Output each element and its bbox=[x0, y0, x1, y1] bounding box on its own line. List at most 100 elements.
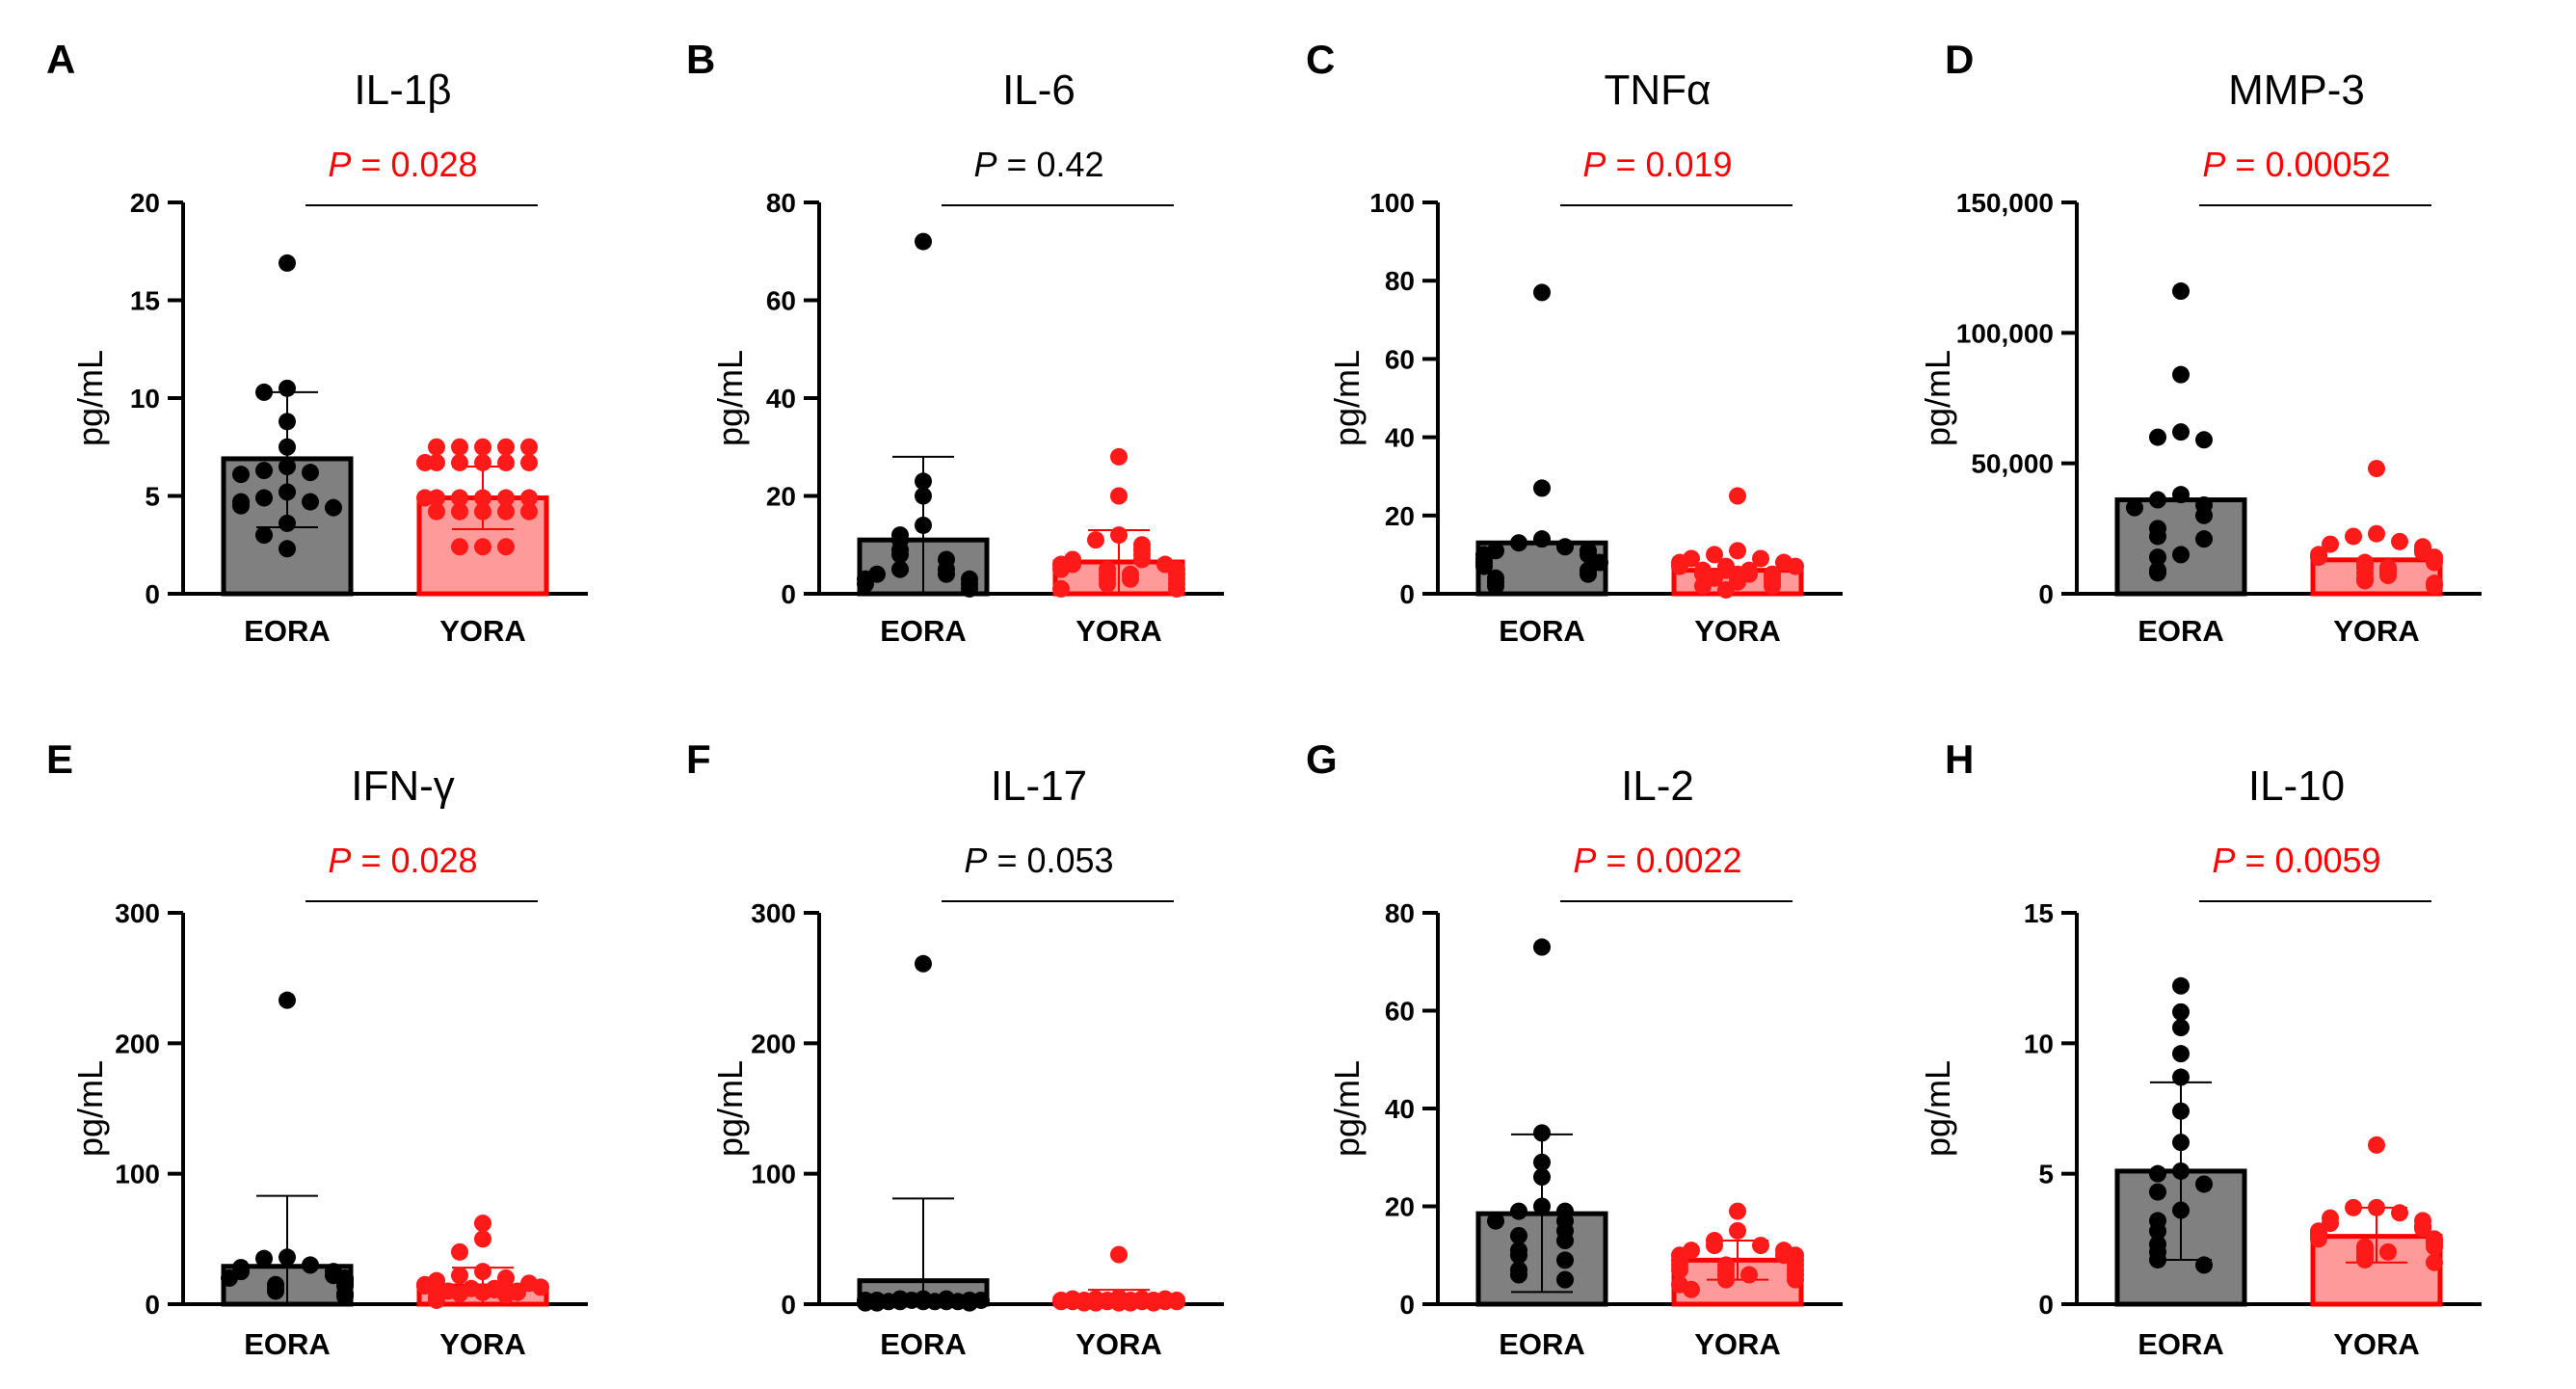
p-value-text: = 0.019 bbox=[1606, 145, 1732, 184]
data-point-yora bbox=[2310, 548, 2327, 567]
data-point-eora bbox=[2172, 1134, 2190, 1152]
data-point-yora bbox=[1717, 580, 1735, 599]
data-point-eora bbox=[255, 1249, 273, 1268]
y-tick-label: 0 bbox=[2038, 1290, 2054, 1320]
data-point-eora bbox=[232, 466, 250, 484]
data-point-eora bbox=[221, 1269, 238, 1287]
data-point-yora bbox=[520, 502, 538, 521]
y-tick-label: 0 bbox=[145, 579, 160, 609]
data-point-yora bbox=[2414, 1219, 2431, 1238]
data-point-yora bbox=[428, 1291, 445, 1309]
data-point-eora bbox=[279, 458, 296, 476]
p-symbol: P bbox=[328, 145, 351, 184]
data-point-eora bbox=[2172, 1068, 2190, 1086]
data-point-yora bbox=[1671, 557, 1688, 575]
data-point-yora bbox=[1706, 1237, 1723, 1255]
p-symbol: P bbox=[1573, 841, 1596, 880]
panel-letter: H bbox=[1945, 736, 1974, 782]
y-tick-label: 20 bbox=[766, 482, 796, 512]
data-point-eora bbox=[1580, 565, 1597, 583]
data-point-yora bbox=[2345, 527, 2362, 546]
data-point-eora bbox=[279, 540, 296, 558]
data-point-yora bbox=[1764, 576, 1781, 595]
data-point-eora bbox=[2149, 548, 2166, 567]
data-point-yora bbox=[451, 1242, 468, 1261]
p-value-label: P = 0.028 bbox=[328, 841, 477, 880]
p-value-label: P = 0.0022 bbox=[1573, 841, 1741, 880]
data-point-eora bbox=[302, 1256, 319, 1274]
data-point-eora bbox=[915, 516, 932, 534]
data-point-yora bbox=[474, 538, 491, 556]
data-point-eora bbox=[2195, 1256, 2213, 1274]
data-point-eora bbox=[1556, 1270, 1574, 1289]
data-point-eora bbox=[857, 1294, 874, 1312]
data-point-eora bbox=[1510, 534, 1527, 552]
data-point-yora bbox=[1717, 1270, 1735, 1289]
data-point-eora bbox=[255, 526, 273, 545]
y-tick-label: 60 bbox=[1385, 344, 1415, 374]
y-axis-label: pg/mL bbox=[710, 1060, 750, 1157]
data-point-yora bbox=[451, 1267, 468, 1285]
y-axis-label: pg/mL bbox=[710, 350, 750, 446]
data-point-yora bbox=[497, 502, 515, 521]
data-point-yora bbox=[474, 1215, 491, 1233]
data-point-eora bbox=[255, 462, 273, 480]
data-point-yora bbox=[451, 438, 468, 456]
data-point-eora bbox=[1533, 530, 1551, 548]
data-point-yora bbox=[1740, 1266, 1758, 1284]
data-point-eora bbox=[2126, 498, 2143, 517]
y-axis-label: pg/mL bbox=[1327, 350, 1367, 446]
bar-yora bbox=[2310, 557, 2443, 597]
p-symbol: P bbox=[2202, 145, 2225, 184]
data-point-eora bbox=[2172, 546, 2190, 564]
data-point-eora bbox=[1510, 1202, 1527, 1220]
p-value-label: P = 0.42 bbox=[973, 145, 1103, 184]
data-point-yora bbox=[2391, 532, 2408, 550]
y-tick-label: 15 bbox=[2024, 898, 2054, 928]
data-point-yora bbox=[2368, 524, 2385, 543]
p-value-text: = 0.028 bbox=[351, 145, 477, 184]
p-value-label: P = 0.019 bbox=[1582, 145, 1732, 184]
data-point-eora bbox=[915, 472, 932, 491]
data-point-eora bbox=[2172, 1045, 2190, 1063]
data-point-eora bbox=[279, 379, 296, 397]
y-tick-label: 10 bbox=[2024, 1028, 2054, 1058]
x-category-label: YORA bbox=[439, 614, 526, 648]
data-point-yora bbox=[497, 453, 515, 471]
data-point-yora bbox=[1729, 487, 1746, 505]
data-point-eora bbox=[915, 232, 932, 251]
data-point-yora bbox=[1052, 560, 1070, 578]
data-point-eora bbox=[2172, 282, 2190, 301]
panel-title: IL-2 bbox=[1621, 762, 1694, 810]
panel-letter: B bbox=[686, 37, 715, 82]
y-tick-label: 15 bbox=[130, 286, 160, 316]
y-tick-label: 300 bbox=[751, 898, 796, 928]
data-point-eora bbox=[1533, 1197, 1551, 1215]
y-tick-label: 5 bbox=[2038, 1160, 2054, 1189]
y-tick-label: 40 bbox=[1385, 1094, 1415, 1124]
data-point-eora bbox=[2195, 431, 2213, 449]
y-axis-label: pg/mL bbox=[1918, 1060, 1957, 1157]
data-point-yora bbox=[1133, 550, 1151, 569]
y-tick-label: 60 bbox=[1385, 997, 1415, 1027]
data-point-yora bbox=[474, 1283, 491, 1301]
data-point-yora bbox=[497, 489, 515, 507]
p-value-label: P = 0.053 bbox=[964, 841, 1113, 880]
data-point-eora bbox=[938, 565, 955, 583]
panel-letter: D bbox=[1945, 37, 1974, 82]
data-point-yora bbox=[1694, 576, 1712, 595]
data-point-yora bbox=[1052, 579, 1070, 598]
data-point-eora bbox=[1510, 1246, 1527, 1265]
x-category-label: YORA bbox=[2333, 614, 2420, 648]
panel-title: IL-6 bbox=[1002, 67, 1076, 114]
data-point-eora bbox=[255, 489, 273, 507]
data-point-yora bbox=[2426, 553, 2443, 572]
panel-letter: A bbox=[46, 37, 75, 82]
y-tick-label: 0 bbox=[1399, 579, 1415, 609]
x-category-label: YORA bbox=[2333, 1327, 2420, 1361]
data-point-eora bbox=[2172, 423, 2190, 441]
data-point-yora bbox=[497, 1269, 515, 1287]
p-symbol: P bbox=[973, 145, 996, 184]
